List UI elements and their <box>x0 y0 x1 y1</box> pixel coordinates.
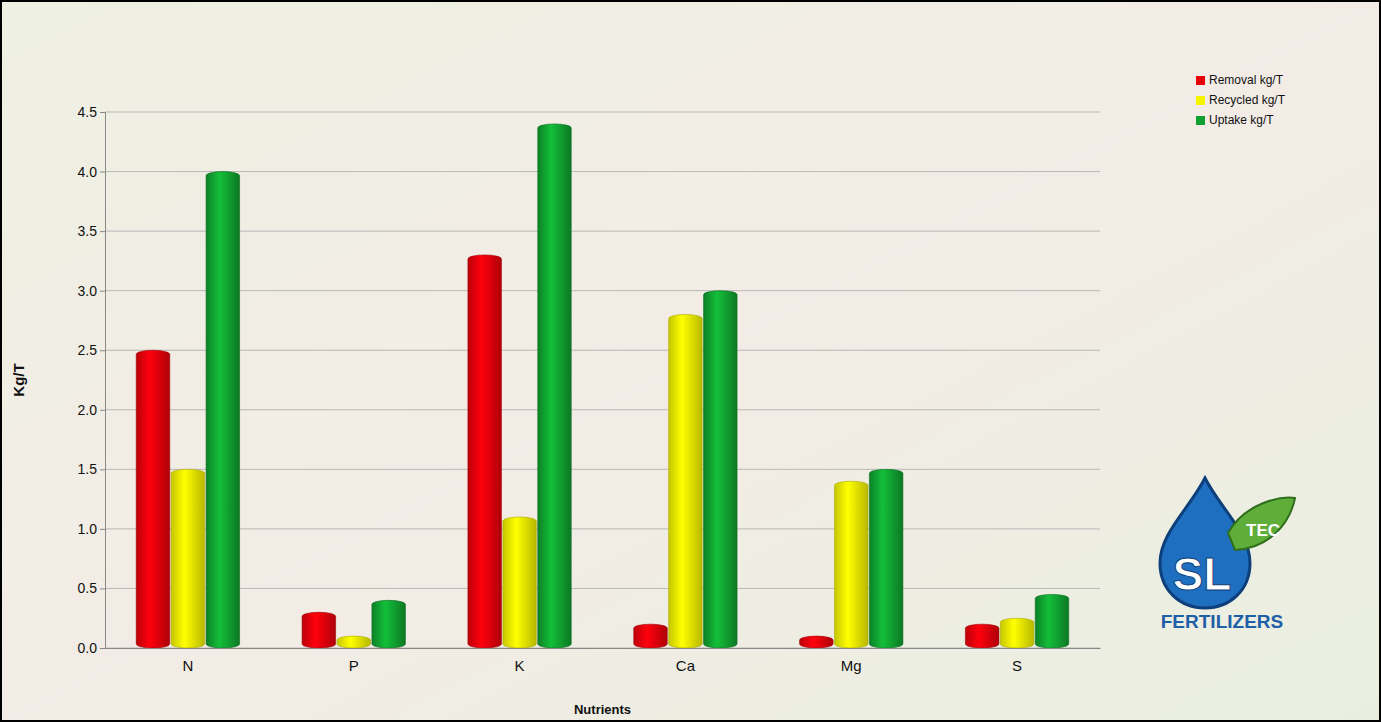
y-tick: 4.0 <box>78 164 105 180</box>
grid-line <box>105 469 1100 470</box>
x-tick-label: P <box>349 657 359 674</box>
grid-line <box>105 648 1100 649</box>
y-tick: 4.5 <box>78 104 105 120</box>
grid-line <box>105 588 1100 589</box>
grid-line <box>105 409 1100 410</box>
y-tick-label: 1.0 <box>78 521 98 537</box>
x-axis-title: Nutrients <box>574 702 631 717</box>
y-tick: 1.0 <box>78 521 105 537</box>
y-tick-mark <box>100 588 105 589</box>
bar <box>965 624 999 648</box>
y-axis-line <box>100 113 106 649</box>
y-tick: 3.5 <box>78 223 105 239</box>
y-axis: 0.0 0.5 1.0 1.5 2.0 2.5 3.0 3.5 4.0 4.5 <box>78 104 106 656</box>
legend-label: Uptake kg/T <box>1209 113 1274 127</box>
legend-item: Uptake kg/T <box>1196 113 1274 127</box>
y-tick-mark <box>100 291 105 292</box>
bar <box>136 350 170 648</box>
x-tick: N <box>182 648 193 674</box>
legend: Removal kg/T Recycled kg/T Uptake kg/T <box>1196 73 1286 127</box>
y-tick-mark <box>100 112 105 113</box>
bar <box>669 314 703 648</box>
x-tick: S <box>1012 648 1022 674</box>
x-tick-label: Mg <box>841 657 862 674</box>
y-tick-label: 1.5 <box>78 461 98 477</box>
logo-leaf <box>1228 498 1295 550</box>
frame <box>1 1 1380 721</box>
grid-line <box>105 171 1100 172</box>
bar <box>302 612 336 648</box>
x-tick: Mg <box>841 648 862 674</box>
legend-swatch <box>1196 116 1205 125</box>
y-tick-label: 0.5 <box>78 580 98 596</box>
y-tick-label: 4.5 <box>78 104 98 120</box>
bar <box>1035 594 1069 648</box>
legend-swatch <box>1196 96 1205 105</box>
bar <box>704 291 738 648</box>
bar <box>834 481 868 648</box>
y-tick-mark <box>100 529 105 530</box>
x-axis: N P K Ca Mg S <box>106 648 1101 674</box>
logo: SL TEC FERTILIZERS <box>1160 478 1295 632</box>
bar <box>634 624 668 648</box>
bar <box>372 600 406 648</box>
grid-line <box>105 290 1100 291</box>
y-tick: 2.0 <box>78 402 105 418</box>
y-tick-label: 4.0 <box>78 164 98 180</box>
bar <box>206 172 240 648</box>
bar <box>538 124 572 648</box>
y-tick-mark <box>100 410 105 411</box>
y-tick-label: 0.0 <box>78 640 98 656</box>
legend-item: Removal kg/T <box>1196 73 1284 87</box>
bar <box>869 469 903 648</box>
bar <box>1000 618 1034 648</box>
chart: 0.0 0.5 1.0 1.5 2.0 2.5 3.0 3.5 4.0 4.5 N P K Ca Mg S Kg… <box>0 0 1381 722</box>
x-tick: P <box>349 648 359 674</box>
y-tick-mark <box>100 350 105 351</box>
y-tick: 0.0 <box>78 640 105 656</box>
x-tick-label: N <box>182 657 193 674</box>
x-tick: K <box>515 648 525 674</box>
bars <box>136 124 1069 648</box>
y-tick-label: 2.5 <box>78 342 98 358</box>
y-tick-mark <box>100 231 105 232</box>
bar <box>800 636 834 648</box>
y-tick-label: 2.0 <box>78 402 98 418</box>
x-tick: Ca <box>676 648 696 674</box>
logo-text: TEC <box>1246 521 1280 540</box>
legend-label: Recycled kg/T <box>1209 93 1286 107</box>
bar <box>337 636 371 648</box>
grid-line <box>105 112 1100 113</box>
y-tick-mark <box>100 469 105 470</box>
y-tick-label: 3.0 <box>78 283 98 299</box>
y-tick: 2.5 <box>78 342 105 358</box>
y-tick: 0.5 <box>78 580 105 596</box>
y-tick: 3.0 <box>78 283 105 299</box>
bar <box>503 517 537 648</box>
grid-line <box>105 350 1100 351</box>
grid-line <box>105 231 1100 232</box>
legend-swatch <box>1196 76 1205 85</box>
y-tick-mark <box>100 648 105 649</box>
legend-label: Removal kg/T <box>1209 73 1284 87</box>
x-tick-label: K <box>515 657 525 674</box>
background <box>0 0 1381 722</box>
x-axis-line <box>106 648 1101 649</box>
grid-line <box>105 528 1100 529</box>
y-tick-mark <box>100 172 105 173</box>
y-tick-label: 3.5 <box>78 223 98 239</box>
grid <box>105 112 1100 648</box>
legend-item: Recycled kg/T <box>1196 93 1286 107</box>
y-axis-title: Kg/T <box>10 363 27 396</box>
logo-text: FERTILIZERS <box>1161 611 1283 632</box>
bar <box>171 469 205 648</box>
logo-text: SL <box>1173 548 1232 600</box>
y-tick: 1.5 <box>78 461 105 477</box>
x-tick-label: Ca <box>676 657 696 674</box>
x-tick-label: S <box>1012 657 1022 674</box>
bar <box>468 255 502 648</box>
